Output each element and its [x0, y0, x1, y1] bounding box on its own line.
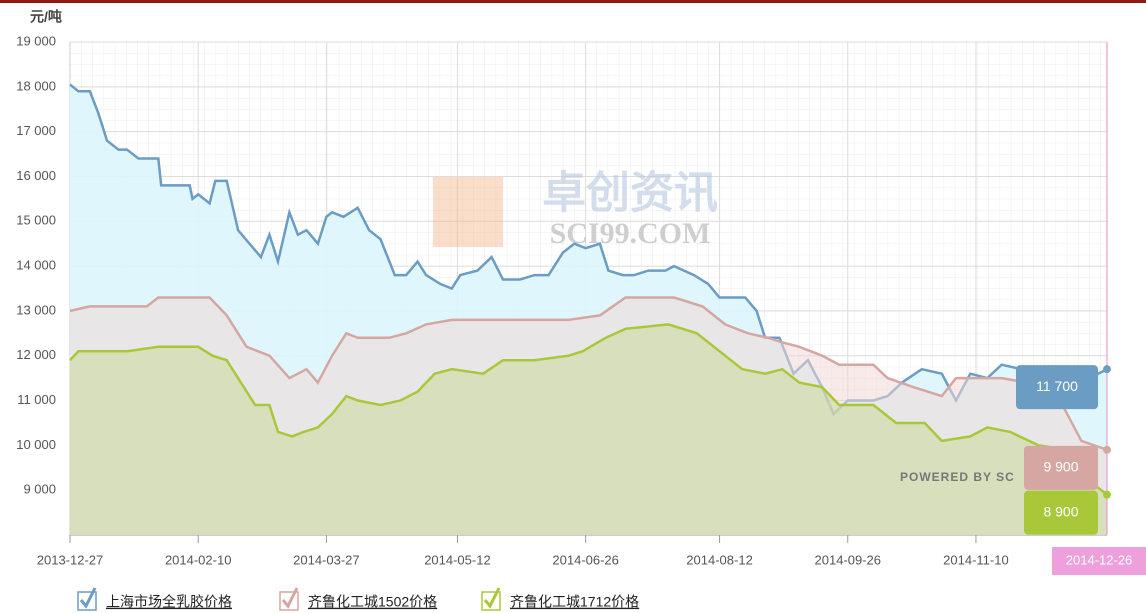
value-box [1024, 490, 1098, 535]
point [1103, 445, 1111, 454]
y-tick-label: 9 000 [23, 482, 56, 497]
crosshair-box [1052, 547, 1146, 575]
x-tick-label: 2014-05-12 [424, 552, 491, 567]
watermark: SCI99.COM [550, 217, 711, 250]
y-tick-label: 16 000 [16, 168, 56, 183]
point [1103, 365, 1111, 374]
legend-label: 齐鲁化工城1502价格 [308, 594, 437, 610]
y-axis-label: 元/吨 [30, 9, 62, 25]
watermark: POWERED BY SC [900, 470, 1015, 484]
watermark: 卓创资讯 [542, 169, 718, 218]
legend-item[interactable]: 齐鲁化工城1712价格 [481, 587, 639, 611]
x-tick-label: 2014-06-26 [552, 552, 619, 567]
x-tick-label: 2014-03-27 [293, 552, 360, 567]
y-tick-label: 13 000 [16, 302, 56, 317]
y-tick-label: 12 000 [16, 347, 56, 362]
top-bar [0, 0, 1146, 3]
legend-item[interactable]: 上海市场全乳胶价格 [77, 587, 232, 611]
y-tick-label: 17 000 [16, 123, 56, 138]
x-tick-label: 2014-08-12 [686, 552, 753, 567]
value-label: 9 900 [1043, 459, 1078, 475]
legend-item[interactable]: 齐鲁化工城1502价格 [279, 587, 437, 611]
legend-label: 齐鲁化工城1712价格 [510, 594, 639, 610]
y-tick-label: 18 000 [16, 78, 56, 93]
crosshair-label: 2014-12-26 [1066, 552, 1133, 567]
area [70, 324, 1107, 535]
y-tick-label: 11 000 [17, 392, 56, 407]
value-label: 11 700 [1036, 378, 1078, 394]
y-tick-label: 19 000 [16, 33, 56, 48]
watermark-logo [433, 177, 503, 247]
line [69, 296, 1108, 451]
x-tick-label: 2014-11-10 [943, 552, 1009, 567]
point [1103, 490, 1111, 499]
y-tick-label: 15 000 [16, 213, 56, 228]
legend-label: 上海市场全乳胶价格 [106, 594, 232, 610]
legend-check [79, 587, 97, 609]
value-box [1024, 445, 1098, 490]
y-tick-label: 14 000 [16, 258, 56, 273]
y-tick-label: 10 000 [16, 437, 56, 452]
value-label: 8 900 [1043, 503, 1078, 519]
legend-check [483, 587, 501, 609]
x-tick-label: 2013-12-27 [37, 552, 104, 567]
legend-check [281, 587, 299, 609]
x-tick-label: 2014-09-26 [815, 552, 882, 567]
x-tick-label: 2014-02-10 [165, 552, 232, 567]
line [69, 323, 1108, 496]
value-box [1016, 365, 1098, 410]
